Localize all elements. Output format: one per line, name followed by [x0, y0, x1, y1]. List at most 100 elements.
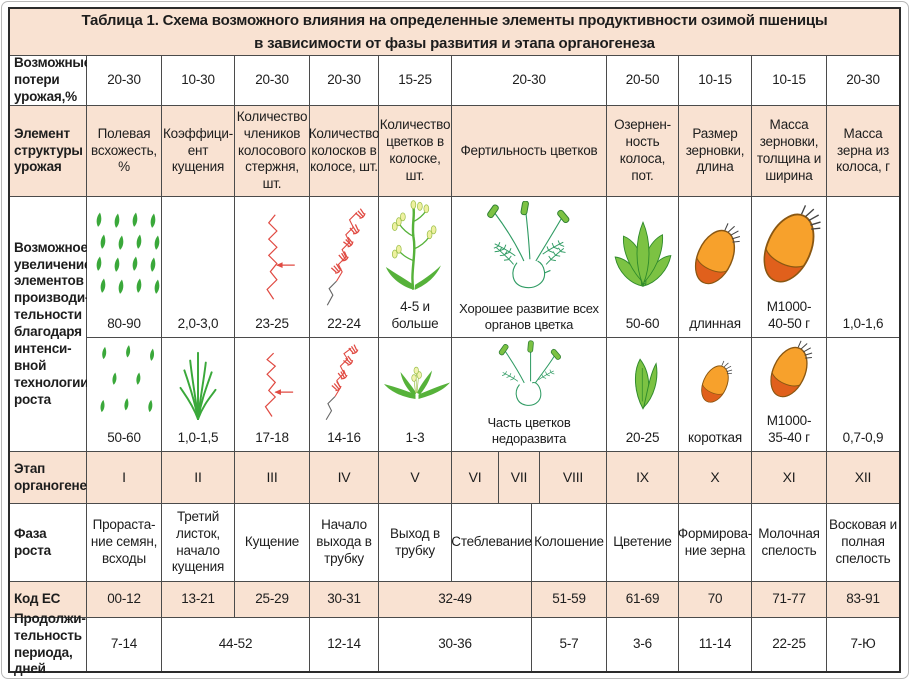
element-header: Масса зерна из колоса, г — [827, 106, 899, 196]
stage-value: XI — [752, 452, 826, 503]
cell-ear-grain-mass-low: 0,7-0,9 — [827, 338, 899, 451]
loss-value: 20-30 — [310, 56, 378, 105]
stage-value: X — [679, 452, 751, 503]
increase-top-value: 22-24 — [327, 316, 361, 332]
floret-panicle-icon — [385, 200, 441, 291]
ec-value: 51-59 — [532, 582, 606, 617]
increase-bottom-value: 0,7-0,9 — [842, 430, 884, 446]
table-title: Таблица 1. Схема возможного влияния на о… — [10, 9, 899, 55]
seedlings-sparse-icon — [99, 344, 156, 413]
loss-value: 10-15 — [752, 56, 826, 105]
kernel-short-icon — [695, 356, 737, 407]
duration-value: 5-7 — [532, 618, 606, 671]
phase-value: Начало выхода в трубку — [310, 504, 378, 581]
phase-value: Кущение — [235, 504, 309, 581]
increase-top-value: 23-25 — [255, 316, 289, 332]
increase-bottom-value: 1-3 — [405, 430, 425, 446]
stage-value: VI — [452, 452, 498, 503]
flower-organs-developed-icon — [486, 200, 571, 288]
ec-value: 30-31 — [310, 582, 378, 617]
ec-value: 71-77 — [752, 582, 826, 617]
increase-top-value: 4-5 и больше — [391, 299, 439, 332]
element-header: Размер зерновки, длина — [679, 106, 751, 196]
increase-bottom-value: 50-60 — [107, 430, 141, 446]
element-header: Количество члеников колосового стержня, … — [235, 106, 309, 196]
ec-value: 61-69 — [607, 582, 678, 617]
duration-value: 7-14 — [87, 618, 161, 671]
fertility-bottom-caption: Часть цветков недоразвита — [487, 414, 571, 446]
duration-value: 7-Ю — [827, 618, 899, 671]
stage-value: V — [379, 452, 451, 503]
ec-value: 00-12 — [87, 582, 161, 617]
stage-value: IV — [310, 452, 378, 503]
rachis-zigzag-long-icon — [266, 213, 295, 300]
leaf-pair-icon — [634, 358, 657, 410]
kernel-mass-small-icon — [763, 334, 818, 404]
wheat-productivity-table: Таблица 1. Схема возможного влияния на о… — [8, 7, 901, 676]
increase-top-value: 1,0-1,6 — [842, 316, 884, 332]
phase-value: Молочная спелость — [752, 504, 826, 581]
cell-kernel-size-high: длинная — [679, 197, 751, 337]
stage-value: III — [235, 452, 309, 503]
element-header: Количество колосков в колосе, шт. — [309, 106, 379, 196]
leaf-bunch-icon — [614, 220, 671, 287]
loss-value: 20-30 — [827, 56, 899, 105]
element-header: Масса зерновки, толщина и ширина — [752, 106, 826, 196]
loss-value: 10-30 — [162, 56, 234, 105]
row-label-phase: Фаза роста — [10, 504, 86, 581]
stage-value: IX — [607, 452, 678, 503]
row-label-ec: Код ЕС — [10, 582, 86, 617]
duration-value: 30-36 — [379, 618, 531, 671]
kernel-long-icon — [687, 215, 746, 290]
cell-spikelets-high: 22-24 — [310, 197, 378, 337]
phase-value: Выход в трубку — [379, 504, 451, 581]
increase-top-value: 50-60 — [625, 316, 660, 332]
cell-rachis-high: 23-25 — [235, 197, 309, 337]
phase-value: Прораста-ние семян, всходы — [87, 504, 161, 581]
loss-value: 15-25 — [379, 56, 451, 105]
cell-spikelets-low: 14-16 — [310, 338, 378, 451]
element-header: Озернен-ность колоса, пот. — [607, 106, 678, 196]
cell-tillering-high: 2,0-3,0 — [162, 197, 234, 337]
ec-value: 25-29 — [235, 582, 309, 617]
loss-value: 10-15 — [679, 56, 751, 105]
ec-value: 32-49 — [379, 582, 531, 617]
ec-value: 70 — [679, 582, 751, 617]
cell-florets-high: 4-5 и больше — [379, 197, 451, 337]
row-label-losses: Возможные потери урожая,% — [10, 55, 91, 105]
cell-kernel-mass-high: М1000- 40-50 г — [752, 197, 826, 337]
tillering-plant-icon — [179, 351, 217, 421]
increase-bottom-value: 1,0-1,5 — [177, 430, 219, 446]
cell-kernel-mass-low: М1000- 35-40 г — [752, 334, 826, 451]
ec-value: 83-91 — [827, 582, 899, 617]
duration-value: 11-14 — [679, 618, 751, 671]
seedlings-dense-icon — [95, 211, 161, 294]
floret-small-plant-icon — [384, 366, 450, 400]
element-header: Полевая всхожесть, % — [87, 106, 161, 196]
increase-bottom-value: 20-25 — [625, 430, 660, 446]
phase-value: Восковая и полная спелость — [827, 504, 899, 581]
duration-value: 22-25 — [752, 618, 826, 671]
loss-value: 20-30 — [87, 56, 161, 105]
row-label-duration: Продолжи-тельность периода, дней — [10, 611, 86, 676]
cell-rachis-low: 17-18 — [235, 338, 309, 451]
cell-tillering-low: 1,0-1,5 — [162, 338, 234, 451]
cell-ear-grain-mass-high: 1,0-1,6 — [827, 197, 899, 337]
increase-bottom-value: 14-16 — [327, 430, 361, 446]
phase-value: Стеблевание — [451, 504, 532, 581]
stage-value: I — [87, 452, 161, 503]
duration-value: 44-52 — [162, 618, 309, 671]
increase-top-value: М1000- 40-50 г — [766, 299, 812, 332]
row-label-increase: Возможное увеличение элементов производи… — [10, 197, 92, 451]
cell-florets-low: 1-3 — [379, 338, 451, 451]
stage-value: VIII — [540, 452, 606, 503]
spikelet-chain-long-icon — [326, 207, 367, 306]
element-header: Количество цветков в колоске, шт. — [379, 106, 451, 196]
phase-value: Формирова-ние зерна — [678, 504, 752, 581]
row-label-stage: Этап органогенеза — [10, 452, 101, 503]
loss-value: 20-50 — [607, 56, 678, 105]
duration-value: 3-6 — [607, 618, 678, 671]
stage-value: II — [162, 452, 234, 503]
cell-fertility-high: Хорошее развитие всех органов цветка — [452, 197, 606, 337]
fertility-top-caption: Хорошее развитие всех органов цветка — [459, 300, 599, 332]
